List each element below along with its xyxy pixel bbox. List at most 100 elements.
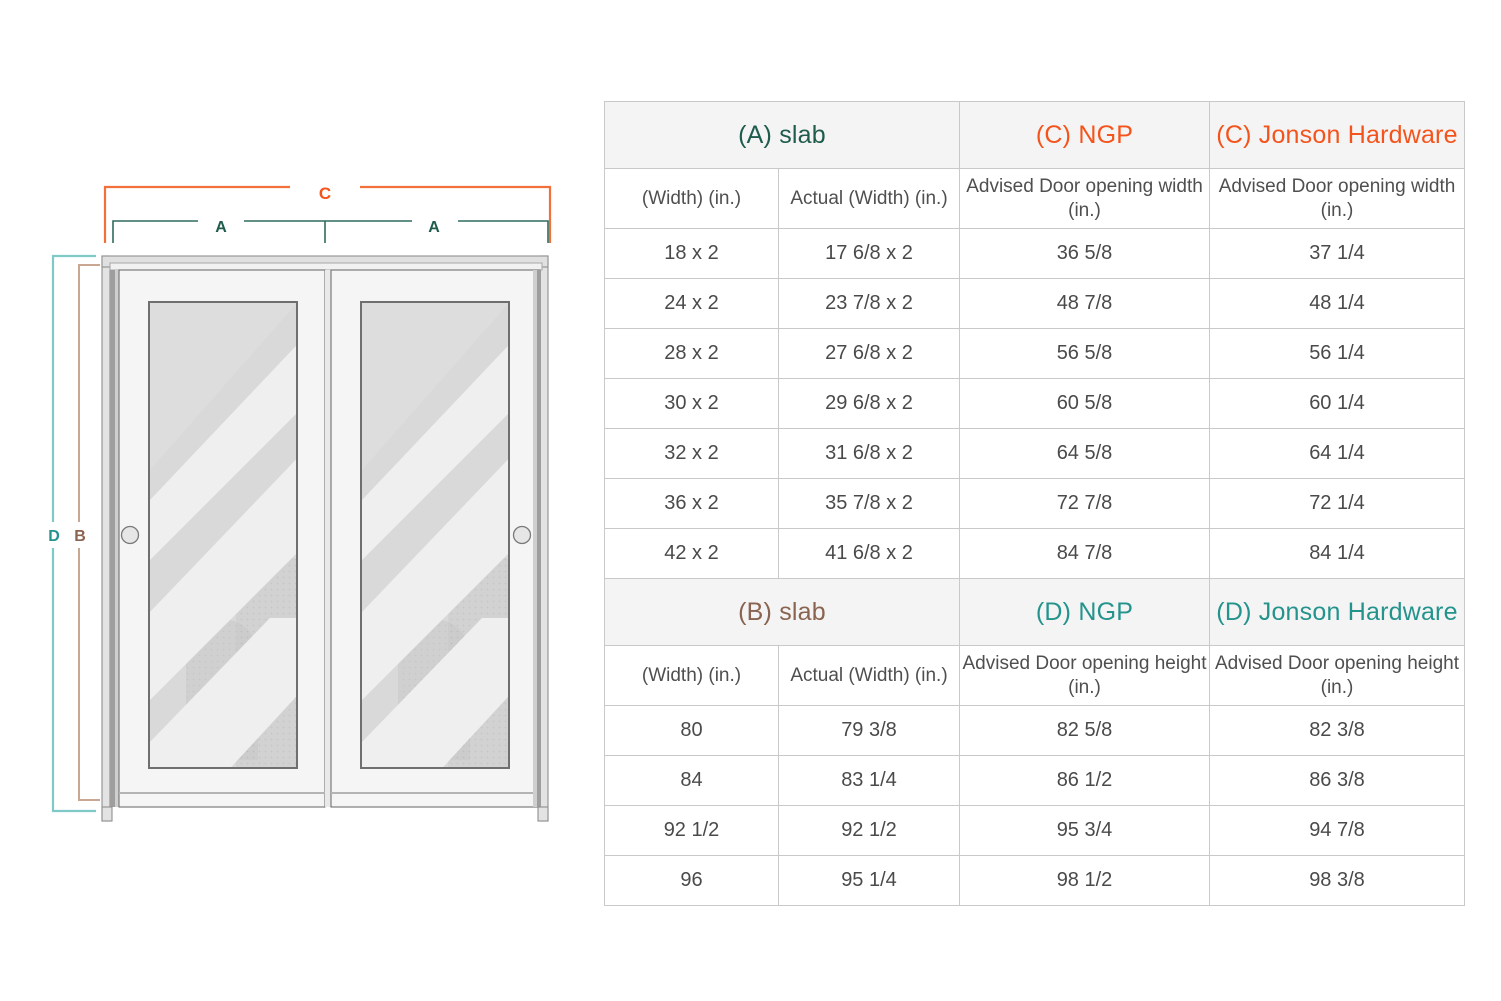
column-header: Advised Door opening width (in.) [1209,168,1465,229]
table-cell: 28 x 2 [604,328,779,379]
table-cell: 32 x 2 [604,428,779,479]
table-row: 24 x 2 23 7/8 x 2 48 7/8 48 1/4 [604,278,1465,329]
table-cell: 95 3/4 [959,805,1210,856]
group-header-label: slab [772,120,826,149]
table-cell: 41 6/8 x 2 [778,528,960,579]
group-header-cell: (C) Jonson Hardware [1209,101,1465,169]
table-body: 18 x 2 17 6/8 x 2 36 5/8 37 1/4 24 x 2 23 7/8… [604,228,1465,579]
door-panel-right [325,269,541,808]
group-header-cell: (C) NGP [959,101,1210,169]
table-cell: 95 1/4 [778,855,960,906]
size-chart-tables: (A) slab (C) NGP (C) Jonson Hardware (Width… [604,101,1465,906]
label-b: B [74,528,86,545]
label-a-left: A [215,219,227,236]
door-panel-left [110,269,326,808]
table-cell: 27 6/8 x 2 [778,328,960,379]
table-cell: 96 [604,855,779,906]
door-handle-right [512,525,532,545]
group-header-label: Jonson Hardware [1251,120,1458,149]
table-cell: 98 1/2 [959,855,1210,906]
column-header: (Width) (in.) [604,168,779,229]
column-header: Advised Door opening height (in.) [959,645,1210,706]
table-row: 36 x 2 35 7/8 x 2 72 7/8 72 1/4 [604,478,1465,529]
group-header-tag: (A) [738,120,773,149]
table-cell: 72 1/4 [1209,478,1465,529]
table-cell: 82 3/8 [1209,705,1465,756]
table-cell: 30 x 2 [604,378,779,429]
dimension-bracket-d [45,254,96,813]
label-c: C [319,184,331,203]
group-header-tag: (B) [738,597,773,626]
table-row: 28 x 2 27 6/8 x 2 56 5/8 56 1/4 [604,328,1465,379]
door-handle-left [120,525,140,545]
table-cell: 35 7/8 x 2 [778,478,960,529]
table-cell: 72 7/8 [959,478,1210,529]
table-cell: 79 3/8 [778,705,960,756]
table-cell: 98 3/8 [1209,855,1465,906]
group-header-cell: (D) NGP [959,578,1210,646]
column-header: Actual (Width) (in.) [778,645,960,706]
column-header: Advised Door opening height (in.) [1209,645,1465,706]
group-header-tag: (C) [1035,120,1072,149]
table-row: 80 79 3/8 82 5/8 82 3/8 [604,705,1465,756]
group-header-cell: (A) slab [604,101,960,169]
table-cell: 86 3/8 [1209,755,1465,806]
table-cell: 92 1/2 [778,805,960,856]
column-header: Actual (Width) (in.) [778,168,960,229]
table-cell: 84 [604,755,779,806]
group-header-tag: (D) [1216,597,1252,626]
height-size-table: (B) slab (D) NGP (D) Jonson Hardware (Width… [604,578,1465,906]
table-row: 92 1/2 92 1/2 95 3/4 94 7/8 [604,805,1465,856]
table-cell: 60 1/4 [1209,378,1465,429]
label-d: D [48,528,60,545]
table-cell: 80 [604,705,779,756]
dimension-bracket-c [103,178,552,243]
group-header-label: Jonson Hardware [1251,597,1458,626]
group-header-cell: (D) Jonson Hardware [1209,578,1465,646]
group-header-label: slab [772,597,826,626]
table-body: 80 79 3/8 82 5/8 82 3/8 84 83 1/4 86 1/2 86 3/8… [604,705,1465,906]
table-cell: 83 1/4 [778,755,960,806]
group-header-tag: (C) [1216,120,1252,149]
table-cell: 60 5/8 [959,378,1210,429]
group-header-row: (A) slab (C) NGP (C) Jonson Hardware [604,101,1465,169]
group-header-cell: (B) slab [604,578,960,646]
table-cell: 48 1/4 [1209,278,1465,329]
table-head: (B) slab (D) NGP (D) Jonson Hardware (Width… [604,578,1465,706]
sub-header-row: (Width) (in.) Actual (Width) (in.) Advised… [604,645,1465,706]
table-cell: 37 1/4 [1209,228,1465,279]
table-cell: 64 1/4 [1209,428,1465,479]
column-header: Advised Door opening width (in.) [959,168,1210,229]
table-row: 84 83 1/4 86 1/2 86 3/8 [604,755,1465,806]
table-cell: 36 5/8 [959,228,1210,279]
table-row: 30 x 2 29 6/8 x 2 60 5/8 60 1/4 [604,378,1465,429]
table-cell: 84 7/8 [959,528,1210,579]
group-header-tag: (D) [1035,597,1072,626]
table-cell: 56 1/4 [1209,328,1465,379]
table-cell: 64 5/8 [959,428,1210,479]
group-header-label: NGP [1071,120,1134,149]
table-cell: 23 7/8 x 2 [778,278,960,329]
table-cell: 92 1/2 [604,805,779,856]
table-cell: 56 5/8 [959,328,1210,379]
table-row: 32 x 2 31 6/8 x 2 64 5/8 64 1/4 [604,428,1465,479]
table-head: (A) slab (C) NGP (C) Jonson Hardware (Width… [604,101,1465,229]
table-cell: 84 1/4 [1209,528,1465,579]
group-header-row: (B) slab (D) NGP (D) Jonson Hardware [604,578,1465,646]
table-row: 18 x 2 17 6/8 x 2 36 5/8 37 1/4 [604,228,1465,279]
sub-header-row: (Width) (in.) Actual (Width) (in.) Advised… [604,168,1465,229]
table-cell: 31 6/8 x 2 [778,428,960,479]
table-cell: 17 6/8 x 2 [778,228,960,279]
table-row: 42 x 2 41 6/8 x 2 84 7/8 84 1/4 [604,528,1465,579]
table-cell: 42 x 2 [604,528,779,579]
table-cell: 82 5/8 [959,705,1210,756]
dimension-bracket-b [71,264,100,801]
table-row: 96 95 1/4 98 1/2 98 3/8 [604,855,1465,906]
label-a-right: A [428,219,440,236]
table-cell: 29 6/8 x 2 [778,378,960,429]
column-header: (Width) (in.) [604,645,779,706]
table-cell: 94 7/8 [1209,805,1465,856]
table-cell: 18 x 2 [604,228,779,279]
door-diagram: C A A D B [0,0,600,1001]
table-cell: 24 x 2 [604,278,779,329]
